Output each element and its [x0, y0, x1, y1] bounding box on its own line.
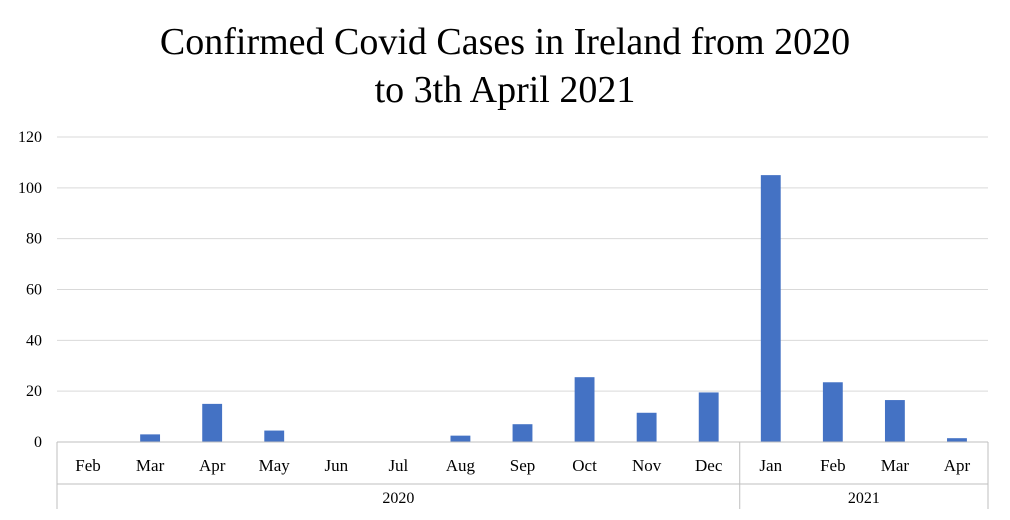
chart-title: Confirmed Covid Cases in Ireland from 20… — [0, 18, 1010, 114]
x-tick-label: Jun — [324, 456, 348, 475]
y-tick-label: 100 — [18, 180, 42, 197]
bar — [450, 435, 471, 442]
x-tick-label: Sep — [510, 456, 536, 475]
x-tick-label: Feb — [75, 456, 101, 475]
y-tick-label: 0 — [34, 434, 42, 451]
x-tick-label: Aug — [446, 456, 476, 475]
y-axis-tick-labels: 0 20 40 60 80 100 120 — [18, 129, 42, 451]
bar — [512, 424, 533, 442]
bars — [140, 175, 967, 442]
x-tick-label: May — [259, 456, 291, 475]
y-tick-label: 60 — [26, 282, 42, 299]
x-tick-label: Jul — [388, 456, 408, 475]
y-tick-label: 20 — [26, 383, 42, 400]
x-axis-category-labels: Feb Mar Apr May Jun Jul Aug Sep Oct Nov Dec Jan Feb M… — [75, 456, 970, 475]
y-tick-label: 120 — [18, 129, 42, 146]
bar — [884, 400, 905, 442]
chart-title-line-2: to 3th April 2021 — [374, 69, 636, 111]
x-tick-label: Apr — [199, 456, 226, 475]
x-tick-label: Apr — [944, 456, 971, 475]
x-group-label: 2020 — [382, 490, 414, 507]
category-axis — [56, 441, 989, 509]
bar — [947, 438, 967, 442]
x-tick-label: Mar — [136, 456, 165, 475]
chart-title-line-1: Confirmed Covid Cases in Ireland from 20… — [159, 21, 851, 63]
bar — [574, 377, 595, 442]
bar — [822, 382, 843, 442]
x-tick-label: Nov — [632, 456, 662, 475]
bar — [698, 392, 719, 442]
x-tick-label: Jan — [759, 456, 782, 475]
grid-lines — [57, 136, 988, 392]
bar — [202, 403, 223, 442]
bar — [636, 412, 657, 442]
x-tick-label: Dec — [695, 456, 723, 475]
x-tick-label: Oct — [572, 456, 597, 475]
bar — [264, 430, 285, 442]
y-tick-label: 40 — [26, 332, 42, 349]
x-tick-label: Feb — [820, 456, 846, 475]
bar — [140, 434, 161, 442]
y-tick-label: 80 — [26, 231, 42, 248]
x-group-label: 2021 — [848, 490, 880, 507]
x-tick-label: Mar — [881, 456, 910, 475]
bar — [760, 175, 781, 442]
x-axis-group-labels: 2020 2021 — [382, 490, 879, 507]
